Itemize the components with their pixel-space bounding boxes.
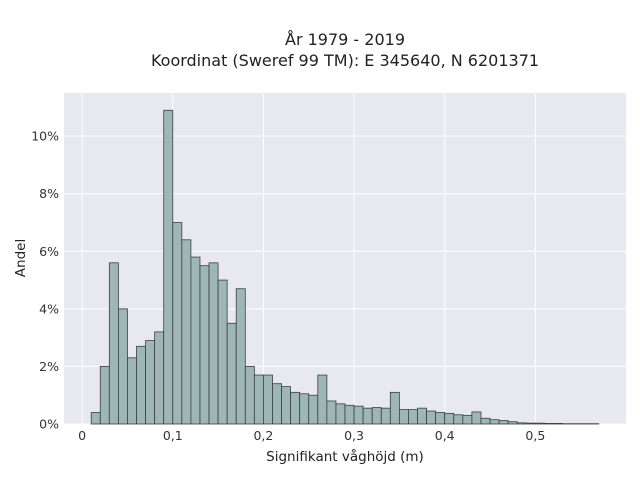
y-axis-label: Andel [13,239,29,277]
histogram-bar [553,423,563,425]
histogram-bar [154,331,165,425]
histogram-bar [371,407,382,425]
y-tick-label: 6% [39,244,59,259]
histogram-bar [507,421,518,425]
histogram-bar [417,407,427,425]
histogram-bar [272,383,282,425]
x-tick-label: 0 [78,428,86,443]
histogram-bar [299,393,310,425]
histogram-bar [408,409,418,425]
histogram-bar [99,366,110,425]
histogram-bar [127,357,137,425]
histogram-bar [435,412,446,425]
histogram-bar [90,412,101,425]
histogram-bar [172,222,183,425]
axis-ticks: 0 0,1 0,2 0,3 0,4 0,5 0% 2% 4% 6% 8% 10% [31,129,545,443]
histogram-bar [244,366,255,425]
histogram-bar [462,414,473,425]
histogram-bar [444,412,455,425]
histogram-bar [344,404,355,425]
x-tick-label: 0,4 [435,428,455,443]
histogram-bar [253,374,264,425]
histogram-bar [326,400,337,425]
y-tick-label: 10% [31,129,59,144]
histogram-bar [389,391,400,425]
histogram-bar [534,422,545,425]
x-tick-label: 0,2 [253,428,273,443]
histogram-bar [108,262,119,425]
histogram-bar [398,409,409,425]
histogram-bar [317,374,328,425]
histogram-bar [426,410,437,425]
y-tick-label: 2% [39,359,59,374]
histogram-bar [226,322,237,425]
histogram-bar [235,288,246,425]
y-tick-label: 0% [39,417,59,432]
chart-subtitle: Koordinat (Sweref 99 TM): E 345640, N 62… [151,51,539,70]
histogram-bar [471,411,482,425]
y-tick-label: 8% [39,186,59,201]
histogram-bar [489,419,500,425]
x-tick-label: 0,5 [525,428,545,443]
histogram-bar [181,239,192,425]
histogram-bar [290,391,301,425]
x-tick-label: 0,3 [344,428,364,443]
histogram-bar [199,265,210,425]
x-axis-label: Signifikant våghöjd (m) [266,448,424,465]
histogram-bar [190,256,201,425]
histogram-bars [90,109,600,425]
histogram-bar [117,308,128,425]
histogram-bar [362,407,373,425]
histogram-bar [335,403,346,425]
histogram-bar [136,345,146,425]
histogram-bar [453,414,464,425]
histogram-bar [281,386,292,425]
histogram-bar [308,394,319,425]
y-tick-label: 4% [39,301,59,316]
x-tick-label: 0,1 [163,428,183,443]
histogram-bar [217,279,228,425]
histogram-bar [544,423,554,425]
histogram-bar [498,420,509,425]
histogram-bar [208,262,219,425]
histogram-bar [525,422,536,425]
histogram-bar [163,109,174,425]
histogram-bar [263,374,273,425]
histogram-bar [480,417,491,425]
chart-title: År 1979 - 2019 [285,30,405,49]
histogram-bar [516,422,527,425]
histogram-bar [353,405,364,425]
histogram-bar [380,407,391,425]
histogram-bar [145,340,156,425]
